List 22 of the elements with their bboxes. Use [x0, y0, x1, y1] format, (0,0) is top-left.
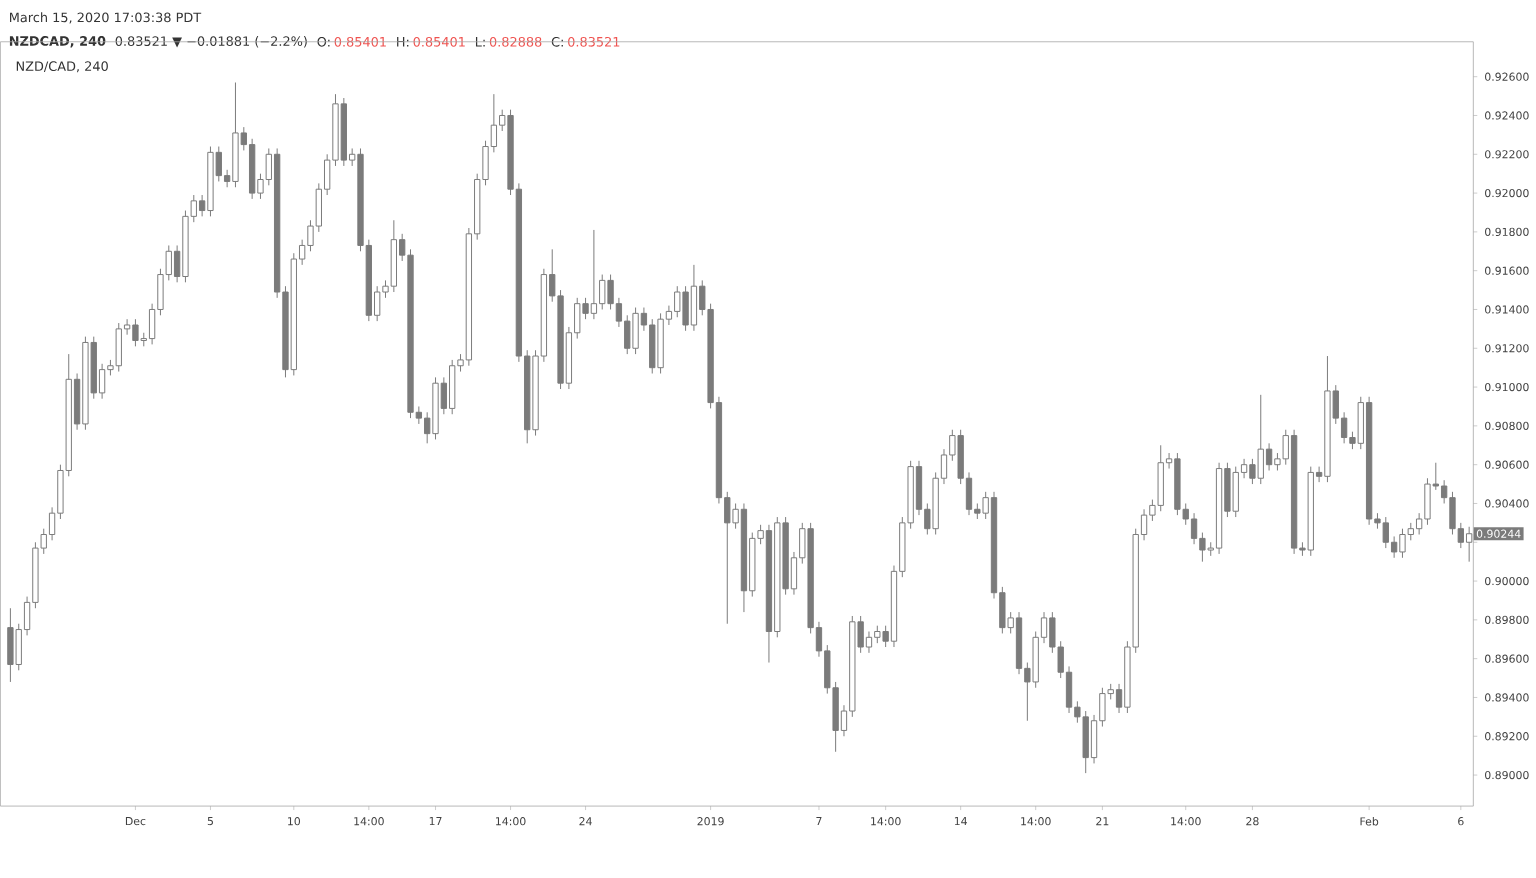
candlestick	[649, 318, 656, 375]
candlestick	[599, 274, 606, 311]
candlestick	[1449, 491, 1456, 536]
candlestick	[390, 219, 398, 293]
candlestick	[1265, 442, 1273, 472]
candlestick	[632, 307, 639, 355]
candlestick	[590, 229, 598, 320]
candlestick	[682, 285, 689, 332]
candlestick	[1082, 710, 1089, 774]
candlestick	[115, 322, 122, 373]
candlestick	[690, 264, 698, 332]
candlestick	[1382, 516, 1389, 549]
candlestick	[1399, 528, 1406, 559]
candlestick	[674, 285, 681, 318]
candlestick	[1424, 477, 1431, 526]
candlestick	[7, 607, 14, 683]
candlestick	[449, 359, 456, 415]
candlestick	[1157, 444, 1164, 512]
candlestick	[1190, 512, 1198, 545]
candlestick	[1232, 466, 1239, 518]
candlestick	[1257, 394, 1264, 485]
candlestick	[132, 318, 139, 347]
